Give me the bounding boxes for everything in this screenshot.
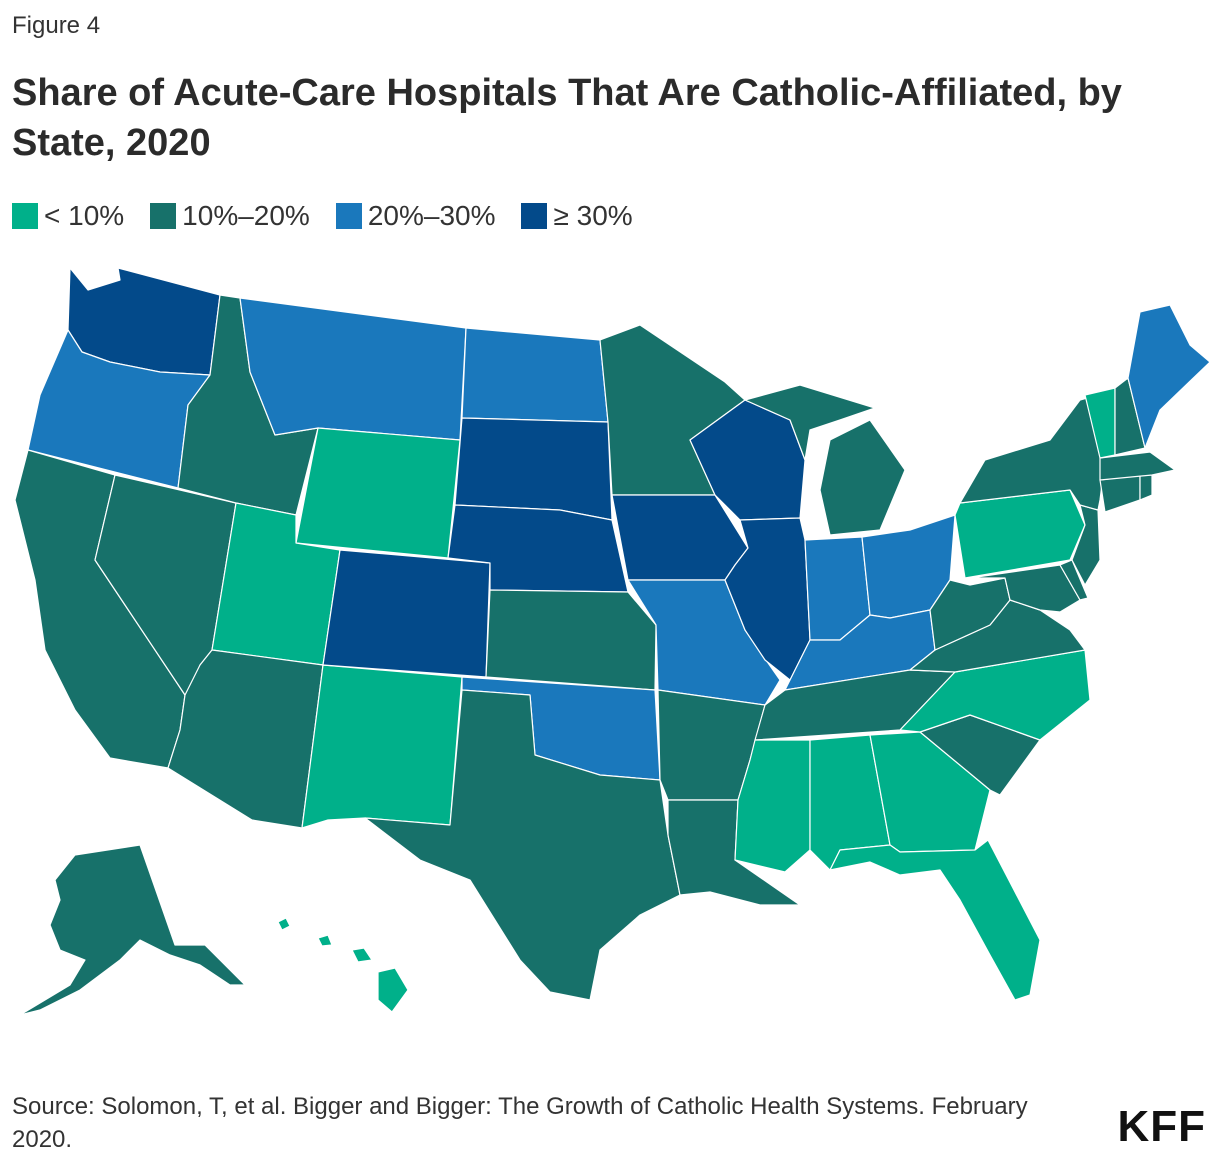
legend-label: ≥ 30% bbox=[553, 200, 633, 231]
legend-swatch bbox=[12, 203, 38, 229]
legend-label: < 10% bbox=[44, 200, 125, 231]
state-IL bbox=[724, 517, 811, 681]
state-CO bbox=[322, 549, 491, 678]
source-note: Source: Solomon, T, et al. Bigger and Bi… bbox=[12, 1093, 1028, 1153]
state-HI bbox=[277, 917, 409, 1013]
legend-swatch bbox=[521, 203, 548, 229]
state-TX bbox=[364, 689, 681, 1001]
legend-label: 10%–20% bbox=[182, 200, 310, 231]
legend-item-under-10: < 10% bbox=[12, 200, 124, 232]
state-AK bbox=[19, 844, 246, 1016]
state-RI bbox=[1139, 474, 1153, 501]
state-SD bbox=[454, 417, 613, 521]
state-DE bbox=[1059, 559, 1089, 601]
legend-swatch bbox=[150, 203, 177, 229]
state-CT bbox=[1099, 474, 1141, 513]
state-MI bbox=[744, 384, 906, 536]
legend-item-20-30: 20%–30% bbox=[335, 200, 496, 232]
state-MT bbox=[239, 297, 467, 441]
figure-label: Figure 4 bbox=[12, 12, 101, 39]
legend: < 10% 10%–20% 20%–30% ≥ 30% bbox=[12, 200, 633, 232]
chart-title: Share of Acute-Care Hospitals That Are C… bbox=[12, 72, 1122, 164]
state-KS bbox=[485, 589, 657, 691]
state-NY bbox=[959, 394, 1106, 511]
state-ND bbox=[461, 327, 609, 423]
state-WY bbox=[295, 427, 461, 559]
legend-item-30-plus: ≥ 30% bbox=[521, 200, 633, 232]
state-FL bbox=[829, 839, 1041, 1001]
state-NM bbox=[301, 664, 463, 829]
legend-item-10-20: 10%–20% bbox=[150, 200, 310, 232]
state-MA bbox=[1099, 451, 1176, 481]
us-map bbox=[14, 267, 1211, 1016]
legend-label: 20%–30% bbox=[367, 200, 496, 231]
kff-logo: KFF bbox=[1117, 1102, 1206, 1151]
state-ME bbox=[1127, 304, 1211, 449]
legend-swatch bbox=[335, 203, 362, 229]
